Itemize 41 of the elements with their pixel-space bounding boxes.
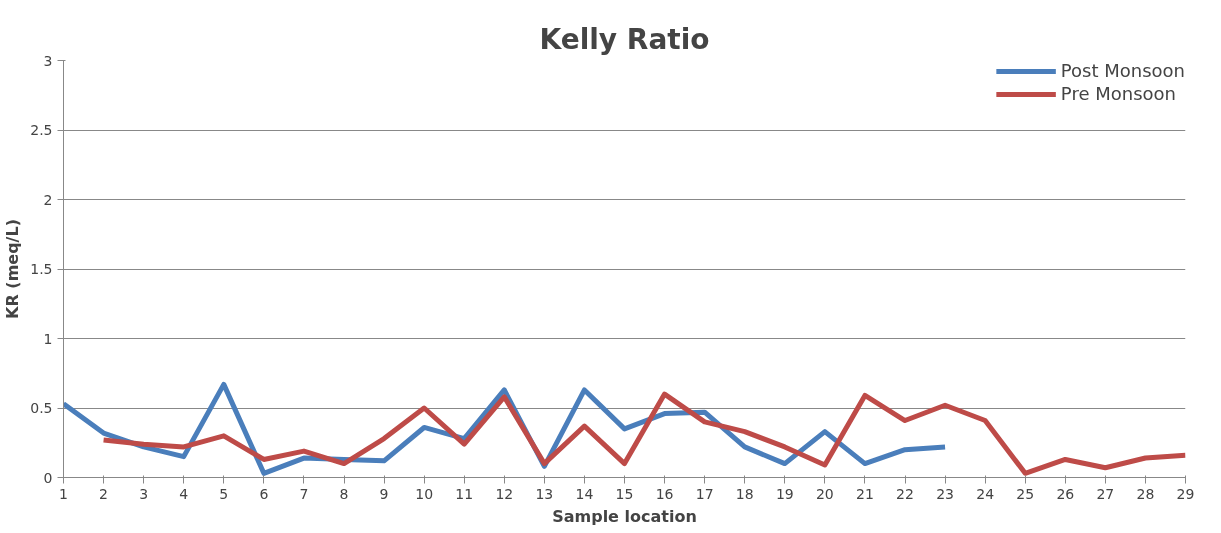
x-tick-label: 25 xyxy=(1016,485,1035,502)
x-tick-label: 4 xyxy=(179,485,189,502)
x-tick-label: 22 xyxy=(896,485,914,502)
y-tick-label: 2.5 xyxy=(30,122,53,138)
x-tick-label: 10 xyxy=(415,485,434,502)
x-tick-label: 5 xyxy=(219,485,229,502)
y-tick-label: 2 xyxy=(43,191,53,208)
x-tick-label: 11 xyxy=(455,485,474,502)
y-tick-label: 0.5 xyxy=(30,400,53,416)
x-tick-label: 7 xyxy=(299,485,309,502)
x-tick-label: 12 xyxy=(495,485,514,502)
x-tick-label: 20 xyxy=(815,485,834,502)
legend-label: Pre Monsoon xyxy=(1060,83,1176,104)
x-tick-label: 3 xyxy=(139,485,149,502)
x-tick-label: 29 xyxy=(1176,485,1195,502)
y-tick-label: 1 xyxy=(43,330,53,347)
x-tick-label: 26 xyxy=(1056,485,1075,502)
y-axis-title: KR (meq/L) xyxy=(3,219,23,319)
x-tick-label: 16 xyxy=(655,485,674,502)
x-tick-label: 21 xyxy=(856,485,874,502)
x-tick-label: 6 xyxy=(259,485,269,502)
x-tick-label: 24 xyxy=(976,485,995,502)
x-tick-label: 27 xyxy=(1096,485,1115,502)
x-tick-label: 18 xyxy=(735,485,754,502)
x-tick-label: 1 xyxy=(59,485,68,502)
y-tick-label: 0 xyxy=(43,469,53,486)
x-tick-label: 17 xyxy=(695,485,714,502)
x-tick-label: 9 xyxy=(379,485,389,502)
x-tick-label: 13 xyxy=(535,485,554,502)
x-tick-label: 28 xyxy=(1136,485,1155,502)
x-tick-label: 2 xyxy=(99,485,109,502)
x-tick-label: 19 xyxy=(775,485,794,502)
chart-title: Kelly Ratio xyxy=(539,22,710,56)
y-tick-label: 1.5 xyxy=(30,261,53,277)
x-tick-label: 15 xyxy=(615,485,634,502)
legend-label: Post Monsoon xyxy=(1060,60,1185,81)
x-tick-label: 14 xyxy=(575,485,594,502)
x-axis-title: Sample location xyxy=(552,506,697,526)
y-tick-label: 3 xyxy=(43,52,53,69)
x-tick-label: 23 xyxy=(936,485,954,502)
x-tick-label: 8 xyxy=(339,485,349,502)
